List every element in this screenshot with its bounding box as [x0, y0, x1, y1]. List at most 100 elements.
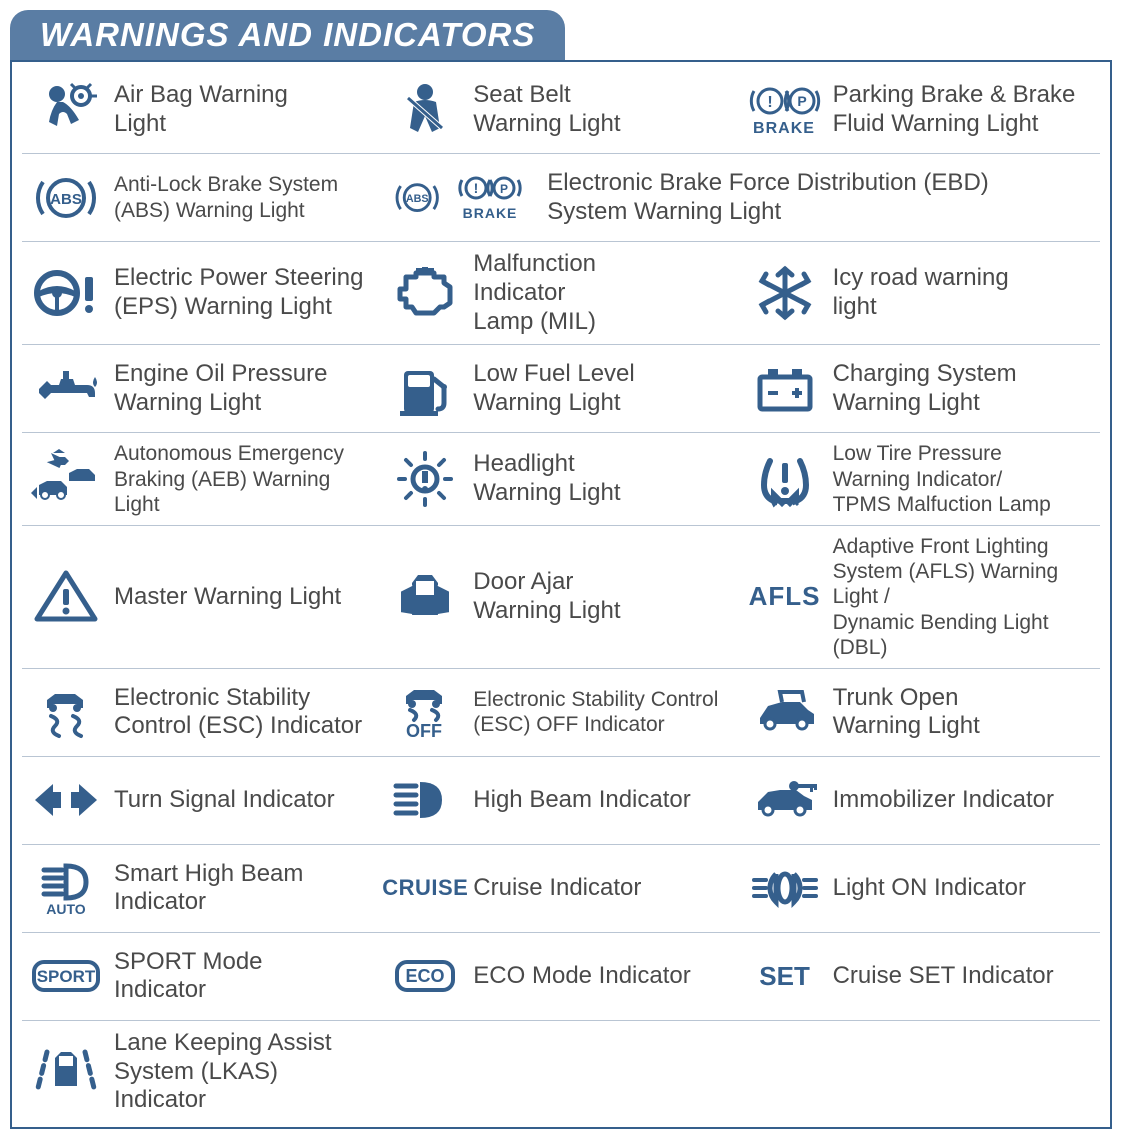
ebd-icon: ABS ! P BRAKE	[387, 166, 537, 230]
indicator-label: Trunk OpenWarning Light	[833, 684, 980, 742]
svg-text:BRAKE: BRAKE	[753, 120, 815, 137]
indicator-label: SPORT ModeIndicator	[114, 948, 263, 1006]
indicator-label: Adaptive Front LightingSystem (AFLS) War…	[833, 534, 1094, 660]
escoff-icon: OFF	[387, 680, 463, 744]
indicator-label: Lane Keeping AssistSystem (LKAS) Indicat…	[114, 1029, 375, 1115]
trunk-icon	[747, 680, 823, 744]
indicator-cell: Lane Keeping AssistSystem (LKAS) Indicat…	[22, 1021, 381, 1123]
indicator-label: Cruise SET Indicator	[833, 962, 1054, 991]
snow-icon	[747, 261, 823, 325]
indicator-label: Air Bag WarningLight	[114, 81, 288, 139]
indicator-cell: Turn Signal Indicator	[22, 757, 381, 845]
indicator-label: Engine Oil PressureWarning Light	[114, 360, 327, 418]
warnings-indicators-panel: WARNINGS AND INDICATORS Air Bag WarningL…	[10, 10, 1112, 1129]
indicator-label: Seat BeltWarning Light	[473, 81, 620, 139]
indicator-row: Engine Oil PressureWarning Light Low Fue…	[22, 345, 1100, 433]
indicator-cell: Engine Oil PressureWarning Light	[22, 345, 381, 433]
indicator-label: Parking Brake & BrakeFluid Warning Light	[833, 81, 1076, 139]
svg-text:!: !	[767, 94, 772, 111]
indicator-label: MalfunctionIndicatorLamp (MIL)	[473, 250, 596, 336]
indicator-cell: Low Tire PressureWarning Indicator/TPMS …	[741, 433, 1100, 526]
indicator-cell: SPORT SPORT ModeIndicator	[22, 933, 381, 1021]
panel-body: Air Bag WarningLight Seat BeltWarning Li…	[10, 60, 1112, 1129]
svg-text:ABS: ABS	[50, 191, 82, 208]
indicator-row: Lane Keeping AssistSystem (LKAS) Indicat…	[22, 1021, 1100, 1123]
indicator-row: Autonomous EmergencyBraking (AEB) Warnin…	[22, 433, 1100, 526]
indicator-label: Charging SystemWarning Light	[833, 360, 1017, 418]
indicator-cell: AFLSAdaptive Front LightingSystem (AFLS)…	[741, 526, 1100, 669]
indicator-label: Anti-Lock Brake System(ABS) Warning Ligh…	[114, 172, 338, 222]
indicator-label: Electronic StabilityControl (ESC) Indica…	[114, 684, 362, 742]
indicator-cell: High Beam Indicator	[381, 757, 740, 845]
highbeam-icon	[387, 768, 463, 832]
indicator-cell: Seat BeltWarning Light	[381, 66, 740, 154]
smarthigh-icon: AUTO	[28, 856, 104, 920]
turn-icon	[28, 768, 104, 832]
indicator-cell: Autonomous EmergencyBraking (AEB) Warnin…	[22, 433, 381, 526]
indicator-row: Master Warning Light Door AjarWarning Li…	[22, 526, 1100, 669]
indicator-cell: Air Bag WarningLight	[22, 66, 381, 154]
indicator-cell: AUTO Smart High BeamIndicator	[22, 845, 381, 933]
indicator-cell: Electric Power Steering(EPS) Warning Lig…	[22, 242, 381, 345]
indicator-label: Smart High BeamIndicator	[114, 860, 303, 918]
panel-title-tab: WARNINGS AND INDICATORS	[10, 10, 565, 60]
indicator-cell: ECO ECO Mode Indicator	[381, 933, 740, 1021]
indicator-cell: Low Fuel LevelWarning Light	[381, 345, 740, 433]
indicator-cell: MalfunctionIndicatorLamp (MIL)	[381, 242, 740, 345]
indicator-cell: Trunk OpenWarning Light	[741, 669, 1100, 757]
eps-icon	[28, 261, 104, 325]
svg-text:P: P	[797, 93, 806, 109]
indicator-cell: ! P BRAKEParking Brake & BrakeFluid Warn…	[741, 66, 1100, 154]
panel-title: WARNINGS AND INDICATORS	[40, 16, 535, 53]
door-icon	[387, 565, 463, 629]
lkas-icon	[28, 1040, 104, 1104]
indicator-label: High Beam Indicator	[473, 786, 690, 815]
svg-text:SPORT: SPORT	[37, 967, 96, 986]
immobilizer-icon	[747, 768, 823, 832]
indicator-label: Turn Signal Indicator	[114, 786, 335, 815]
airbag-icon	[28, 78, 104, 142]
indicator-label: Master Warning Light	[114, 583, 341, 612]
svg-text:ECO: ECO	[406, 966, 445, 986]
svg-text:AUTO: AUTO	[46, 901, 86, 917]
indicator-row: Electronic StabilityControl (ESC) Indica…	[22, 669, 1100, 757]
indicator-label: Low Fuel LevelWarning Light	[473, 360, 634, 418]
fuel-icon	[387, 357, 463, 421]
indicator-cell: ABS ! P BRAKE Electronic Brake Force Dis…	[381, 154, 1100, 242]
esc-icon	[28, 680, 104, 744]
indicator-cell: Master Warning Light	[22, 526, 381, 669]
lighton-icon	[747, 856, 823, 920]
indicator-label: Low Tire PressureWarning Indicator/TPMS …	[833, 441, 1051, 517]
svg-text:P: P	[500, 182, 508, 196]
indicator-label: Door AjarWarning Light	[473, 568, 620, 626]
set-icon: SET	[747, 944, 823, 1008]
indicator-cell: ABS Anti-Lock Brake System(ABS) Warning …	[22, 154, 381, 242]
indicator-row: Turn Signal Indicator High Beam Indicato…	[22, 757, 1100, 845]
svg-text:BRAKE: BRAKE	[463, 205, 518, 221]
battery-icon	[747, 357, 823, 421]
indicator-cell: OFF Electronic Stability Control(ESC) OFF…	[381, 669, 740, 757]
indicator-row: ABS Anti-Lock Brake System(ABS) Warning …	[22, 154, 1100, 242]
indicator-cell: Light ON Indicator	[741, 845, 1100, 933]
indicator-cell: Immobilizer Indicator	[741, 757, 1100, 845]
indicator-label: Electric Power Steering(EPS) Warning Lig…	[114, 264, 363, 322]
aeb-icon	[28, 447, 104, 511]
indicator-row: Air Bag WarningLight Seat BeltWarning Li…	[22, 66, 1100, 154]
indicator-label: ECO Mode Indicator	[473, 962, 690, 991]
afls-icon: AFLS	[747, 565, 823, 629]
indicator-label: HeadlightWarning Light	[473, 450, 620, 508]
indicator-label: Electronic Stability Control(ESC) OFF In…	[473, 687, 718, 737]
indicator-label: Electronic Brake Force Distribution (EBD…	[547, 169, 988, 227]
svg-text:OFF: OFF	[406, 721, 442, 741]
seatbelt-icon	[387, 78, 463, 142]
indicator-cell: Charging SystemWarning Light	[741, 345, 1100, 433]
brake-icon: ! P BRAKE	[747, 78, 823, 142]
indicator-label: Light ON Indicator	[833, 874, 1026, 903]
oil-icon	[28, 357, 104, 421]
indicator-label: Cruise Indicator	[473, 874, 641, 903]
abs-icon: ABS	[28, 166, 104, 230]
indicator-row: AUTOSmart High BeamIndicatorCRUISECruise…	[22, 845, 1100, 933]
indicator-cell: Electronic StabilityControl (ESC) Indica…	[22, 669, 381, 757]
svg-text:ABS: ABS	[406, 192, 429, 204]
master-icon	[28, 565, 104, 629]
